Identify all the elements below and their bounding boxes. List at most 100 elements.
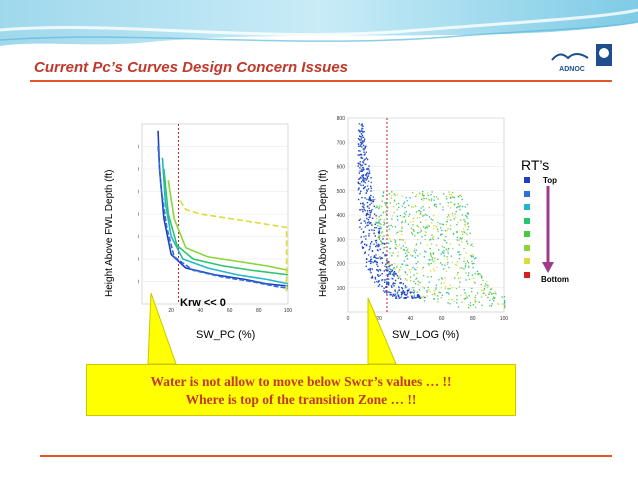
scatter-point [394, 194, 396, 197]
scatter-point [375, 221, 377, 224]
scatter-point [369, 245, 371, 248]
scatter-point [418, 289, 421, 291]
scatter-point [383, 287, 385, 289]
scatter-point [414, 256, 417, 259]
scatter-point [453, 203, 456, 205]
scatter-point [407, 289, 410, 292]
scatter-point [427, 263, 430, 265]
scatter-point [419, 297, 421, 299]
scatter-point [365, 214, 368, 217]
scatter-point [395, 203, 398, 205]
scatter-point [419, 212, 422, 215]
scatter-point [377, 236, 380, 238]
scatter-point [389, 202, 391, 204]
scatter-point [380, 243, 382, 246]
scatter-point [464, 266, 467, 268]
scatter-point [458, 244, 460, 246]
scatter-point [365, 235, 367, 237]
scatter-point [464, 292, 466, 294]
scatter-point [403, 216, 406, 218]
scatter-point [449, 287, 451, 290]
scatter-point [389, 265, 391, 267]
scatter-point [422, 266, 425, 269]
scatter-point [408, 213, 411, 215]
scatter-point [372, 261, 374, 264]
scatter-point [443, 250, 445, 252]
scatter-point [401, 263, 404, 265]
scatter-point [386, 274, 388, 276]
scatter-point [399, 275, 401, 277]
scatter-point [463, 268, 465, 270]
scatter-point [396, 245, 398, 248]
curve-series [167, 180, 289, 272]
scatter-point [363, 154, 366, 156]
scatter-point [359, 167, 361, 169]
scatter-point [376, 261, 378, 264]
scatter-point [466, 217, 469, 220]
scatter-point [394, 282, 396, 285]
scatter-point [407, 248, 409, 250]
scatter-point [384, 211, 387, 213]
scatter-point [421, 198, 423, 200]
scatter-point [449, 243, 452, 245]
scatter-point [374, 235, 377, 237]
scatter-point [426, 192, 429, 194]
scatter-point [394, 293, 397, 296]
scatter-point [397, 291, 399, 293]
scatter-point [393, 211, 395, 214]
scatter-point [360, 236, 362, 238]
right-x-axis-label: SW_LOG (%) [392, 329, 460, 341]
scatter-point [357, 129, 360, 131]
scatter-point [365, 151, 368, 153]
scatter-point [396, 292, 398, 294]
scatter-point [457, 221, 459, 224]
scatter-point [469, 232, 471, 234]
scatter-point [362, 210, 364, 213]
scatter-point [366, 177, 369, 179]
scatter-point [401, 286, 403, 289]
scatter-point [450, 193, 453, 196]
scatter-point [472, 277, 474, 280]
scatter-point [484, 285, 486, 287]
scatter-point [359, 202, 362, 205]
scatter-point [370, 181, 373, 184]
scatter-point [387, 269, 389, 272]
scatter-point [394, 279, 397, 282]
scatter-point [431, 293, 434, 296]
scatter-point [434, 204, 436, 207]
scatter-point [404, 206, 406, 209]
legend-swatch [524, 244, 530, 251]
scatter-point [418, 192, 421, 194]
scatter-point [375, 215, 377, 217]
scatter-point [405, 255, 407, 258]
scatter-point [430, 270, 432, 272]
scatter-point [366, 222, 369, 224]
adnoc-logo: ADNOC [548, 44, 612, 84]
scatter-point [394, 247, 396, 249]
scatter-point [388, 272, 390, 275]
scatter-point [416, 291, 418, 293]
legend-swatch [524, 217, 530, 224]
scatter-point [388, 264, 390, 266]
scatter-point [372, 199, 375, 201]
scatter-point [445, 248, 447, 250]
scatter-point [401, 291, 404, 293]
scatter-point [474, 272, 476, 275]
scatter-point [450, 196, 452, 198]
scatter-point [430, 238, 432, 241]
scatter-point [418, 295, 421, 297]
scatter-point [369, 185, 372, 188]
scatter-point [441, 294, 443, 296]
scatter-point [431, 259, 433, 261]
scatter-point [413, 230, 415, 233]
scatter-point [466, 240, 468, 242]
y-tick-label: 100 [337, 286, 346, 292]
scatter-point [419, 221, 422, 223]
scatter-point [363, 235, 365, 238]
y-tick-label: 500 [337, 189, 346, 195]
scatter-point [401, 288, 404, 290]
scatter-point [415, 193, 418, 196]
scatter-point [443, 239, 445, 241]
scatter-point [357, 162, 359, 165]
scatter-point [403, 292, 406, 294]
